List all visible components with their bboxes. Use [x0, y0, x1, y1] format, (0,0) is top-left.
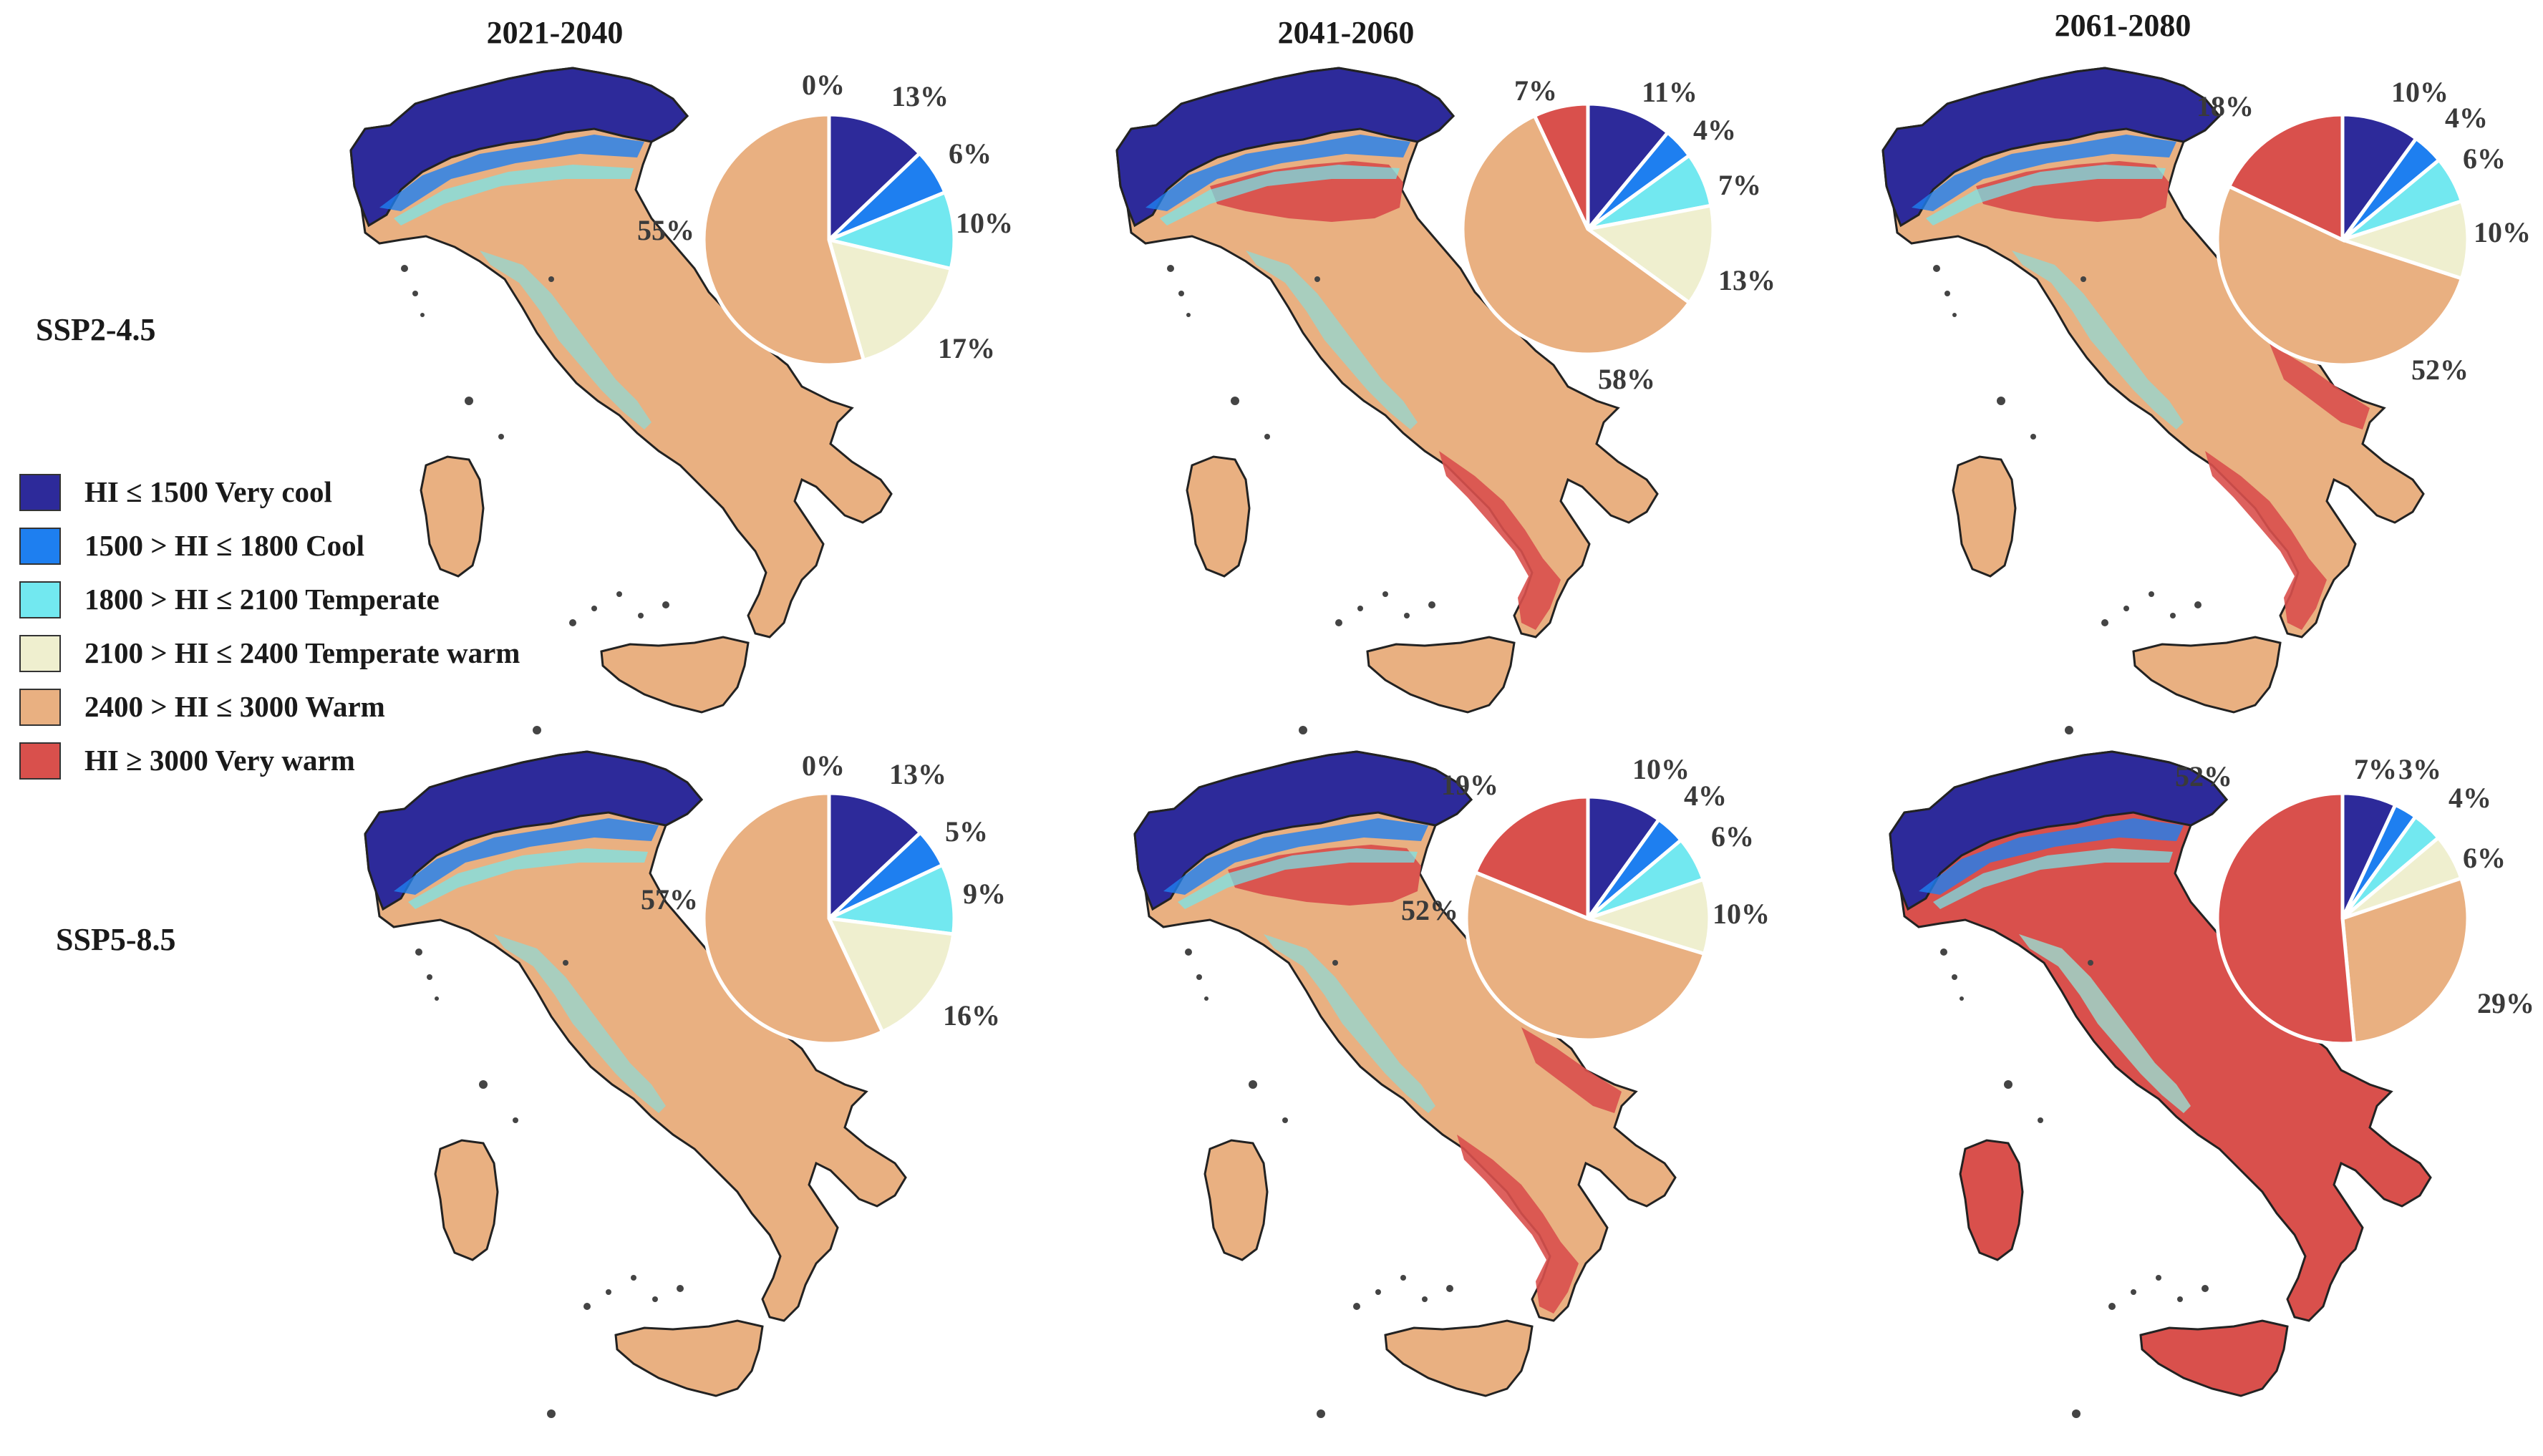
pie-data-label: 3%	[2398, 753, 2441, 785]
pie-slice	[2215, 791, 2357, 1046]
legend-swatch	[19, 689, 61, 726]
pie-data-label: 6%	[1711, 820, 1754, 853]
pie-data-label: 13%	[891, 80, 949, 112]
pie-data-label: 10%	[2391, 76, 2448, 108]
pie-data-label: 18%	[2196, 90, 2254, 122]
pie-slice	[2215, 184, 2464, 367]
legend-label: 1500 > HI ≤ 1800 Cool	[84, 529, 364, 562]
pie-data-label: 4%	[1693, 114, 1736, 146]
legend-swatch	[19, 581, 61, 618]
pie-charts-layer: 13%6%10%17%55%0% 11%4%7%13%58%7% 10%4%6%10…	[637, 69, 2534, 1046]
italy-map	[1881, 67, 2425, 734]
pie-data-label: 4%	[2445, 102, 2488, 134]
pie-slice	[1532, 102, 1590, 230]
pie-data-label: 7%	[1514, 74, 1557, 107]
pie-data-label: 16%	[943, 999, 1000, 1032]
legend-label: HI ≤ 1500 Very cool	[84, 475, 332, 508]
pie-data-label: 13%	[889, 758, 946, 790]
pie-data-label: 55%	[637, 214, 694, 246]
pie-chart: 11% 4% 7% 13% 58% 7%	[1461, 74, 1776, 395]
pie-slice	[1581, 877, 1712, 956]
pie-chart: 7% 3%4% 6% 29% 52%	[2175, 753, 2534, 1046]
italy-map	[1115, 67, 1659, 734]
legend: HI ≤ 1500 Very cool 1500 > HI ≤ 1800 Cool…	[19, 474, 520, 780]
legend-swatch	[19, 528, 61, 565]
pie-slice	[1464, 870, 1707, 1042]
pie-data-label: 52%	[2411, 354, 2469, 386]
legend-swatch	[19, 742, 61, 780]
pie-data-label: 11%	[1642, 76, 1697, 108]
pie-slice	[702, 112, 866, 367]
italy-map	[1133, 750, 1677, 1418]
pie-data-label: 13%	[1718, 264, 1776, 296]
pie-slice	[702, 791, 885, 1046]
pie-data-label: 10%	[956, 207, 1013, 239]
pie-slice	[2227, 112, 2345, 243]
pie-slice	[1473, 795, 1590, 921]
pie-slice	[826, 237, 954, 363]
pie-data-label: 9%	[963, 878, 1006, 910]
pie-data-label: 52%	[2175, 760, 2232, 792]
pie-data-label: 0%	[802, 749, 845, 782]
legend-label: HI ≥ 3000 Very warm	[84, 744, 355, 777]
legend-label: 1800 > HI ≤ 2100 Temperate	[84, 583, 440, 616]
pie-data-label: 0%	[802, 69, 845, 101]
period-header-3: 2061-2080	[2055, 8, 2191, 43]
pie-data-label: 57%	[641, 883, 698, 916]
pie-slice	[823, 190, 956, 271]
pie-slice	[2340, 112, 2419, 246]
pie-data-label: 7%	[1718, 169, 1761, 201]
pie-chart: 13%6% 10% 17% 55% 0%	[637, 69, 1013, 367]
pie-slice	[827, 791, 924, 923]
period-header-1: 2021-2040	[487, 15, 624, 50]
pie-slice	[1583, 203, 1715, 306]
pie-data-label: 58%	[1598, 363, 1655, 395]
pie-data-label: 10%	[2474, 216, 2531, 248]
pie-chart: 13% 5% 9% 16% 57% 0%	[641, 749, 1006, 1046]
italy-map	[364, 750, 907, 1418]
italy-map	[1889, 750, 2432, 1418]
italy-map	[349, 67, 893, 734]
pie-data-label: 19%	[1441, 769, 1498, 801]
scenario-label-2: SSP5-8.5	[56, 922, 175, 957]
pie-chart: 10%4%6%10%52%19%	[1401, 753, 1770, 1042]
pie-data-label: 29%	[2477, 987, 2534, 1019]
pie-data-label: 4%	[1684, 780, 1727, 812]
pie-data-label: 5%	[945, 815, 988, 848]
pie-chart: 10%4%6%10%52%18%	[2196, 76, 2531, 386]
pie-data-label: 10%	[1632, 753, 1690, 785]
pie-slice	[1586, 102, 1671, 234]
pie-data-label: 4%	[2448, 782, 2491, 814]
pie-data-label: 6%	[2463, 842, 2506, 874]
maps-layer	[349, 67, 2432, 1418]
pie-slice	[2340, 875, 2470, 1045]
legend-swatch	[19, 474, 61, 511]
legend-label: 2100 > HI ≤ 2400 Temperate warm	[84, 636, 520, 669]
pie-data-label: 52%	[1401, 894, 1458, 926]
pie-slice	[827, 112, 923, 244]
pie-data-label: 6%	[949, 137, 992, 170]
legend-swatch	[19, 635, 61, 672]
pie-slice	[2336, 198, 2470, 281]
period-header-2: 2041-2060	[1278, 15, 1415, 50]
pie-slice	[1586, 795, 1662, 924]
legend-label: 2400 > HI ≤ 3000 Warm	[84, 690, 385, 723]
pie-data-label: 7%	[2354, 753, 2397, 785]
pie-data-label: 17%	[938, 332, 995, 364]
pie-data-label: 6%	[2463, 142, 2506, 175]
pie-slice	[825, 916, 956, 1034]
scenario-label-1: SSP2-4.5	[36, 312, 155, 347]
pie-data-label: 10%	[1713, 898, 1770, 930]
pie-slice	[1461, 113, 1692, 356]
